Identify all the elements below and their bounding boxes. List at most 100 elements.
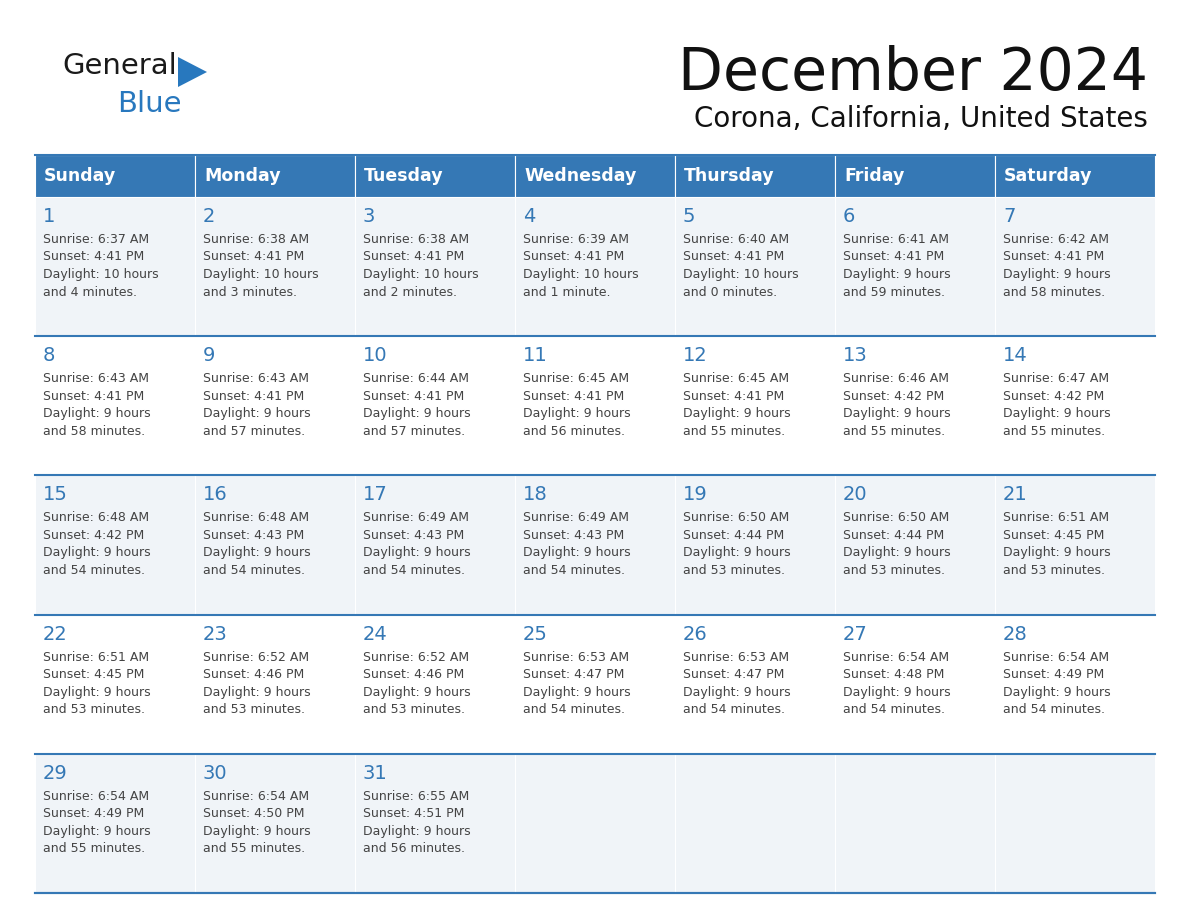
Text: 23: 23 <box>203 624 228 644</box>
Text: Sunrise: 6:46 AM: Sunrise: 6:46 AM <box>843 372 949 386</box>
Text: 26: 26 <box>683 624 708 644</box>
Text: and 53 minutes.: and 53 minutes. <box>1003 564 1105 577</box>
Text: Sunrise: 6:51 AM: Sunrise: 6:51 AM <box>1003 511 1110 524</box>
Text: and 53 minutes.: and 53 minutes. <box>364 703 465 716</box>
Text: and 58 minutes.: and 58 minutes. <box>43 425 145 438</box>
Text: and 54 minutes.: and 54 minutes. <box>43 564 145 577</box>
Bar <box>996 155 1155 197</box>
Text: Sunrise: 6:54 AM: Sunrise: 6:54 AM <box>43 789 150 803</box>
Text: Daylight: 9 hours: Daylight: 9 hours <box>843 268 950 281</box>
Polygon shape <box>178 57 207 87</box>
Text: and 2 minutes.: and 2 minutes. <box>364 285 457 298</box>
Text: Sunrise: 6:54 AM: Sunrise: 6:54 AM <box>843 651 949 664</box>
Text: Sunset: 4:41 PM: Sunset: 4:41 PM <box>523 251 624 263</box>
Text: Sunset: 4:47 PM: Sunset: 4:47 PM <box>523 668 625 681</box>
Bar <box>195 336 355 476</box>
Text: Sunset: 4:50 PM: Sunset: 4:50 PM <box>203 807 304 821</box>
Bar <box>516 197 675 336</box>
Text: Daylight: 9 hours: Daylight: 9 hours <box>43 824 151 838</box>
Text: 16: 16 <box>203 486 228 504</box>
Bar <box>996 336 1155 476</box>
Bar <box>355 476 516 614</box>
Text: Daylight: 9 hours: Daylight: 9 hours <box>843 408 950 420</box>
Text: Sunrise: 6:43 AM: Sunrise: 6:43 AM <box>203 372 309 386</box>
Text: 1: 1 <box>43 207 56 226</box>
Text: and 54 minutes.: and 54 minutes. <box>523 564 625 577</box>
Bar <box>355 336 516 476</box>
Text: 22: 22 <box>43 624 68 644</box>
Bar <box>195 614 355 754</box>
Text: Sunrise: 6:49 AM: Sunrise: 6:49 AM <box>364 511 469 524</box>
Text: Daylight: 9 hours: Daylight: 9 hours <box>364 546 470 559</box>
Text: Daylight: 9 hours: Daylight: 9 hours <box>523 408 631 420</box>
Text: Sunrise: 6:53 AM: Sunrise: 6:53 AM <box>523 651 630 664</box>
Text: 27: 27 <box>843 624 867 644</box>
Text: Daylight: 9 hours: Daylight: 9 hours <box>1003 408 1111 420</box>
Bar <box>996 476 1155 614</box>
Text: Sunrise: 6:50 AM: Sunrise: 6:50 AM <box>843 511 949 524</box>
Bar <box>355 197 516 336</box>
Text: 12: 12 <box>683 346 708 365</box>
Text: Friday: Friday <box>843 167 904 185</box>
Text: Tuesday: Tuesday <box>364 167 443 185</box>
Text: Sunday: Sunday <box>44 167 116 185</box>
Text: Sunset: 4:44 PM: Sunset: 4:44 PM <box>843 529 944 542</box>
Text: and 1 minute.: and 1 minute. <box>523 285 611 298</box>
Text: 11: 11 <box>523 346 548 365</box>
Text: Sunset: 4:41 PM: Sunset: 4:41 PM <box>43 251 144 263</box>
Text: 21: 21 <box>1003 486 1028 504</box>
Text: and 54 minutes.: and 54 minutes. <box>364 564 465 577</box>
Bar <box>34 155 195 197</box>
Text: and 57 minutes.: and 57 minutes. <box>364 425 466 438</box>
Text: Sunrise: 6:52 AM: Sunrise: 6:52 AM <box>203 651 309 664</box>
Bar <box>516 476 675 614</box>
Bar <box>516 754 675 893</box>
Text: 20: 20 <box>843 486 867 504</box>
Text: 13: 13 <box>843 346 867 365</box>
Bar <box>996 614 1155 754</box>
Text: 24: 24 <box>364 624 387 644</box>
Text: Sunset: 4:48 PM: Sunset: 4:48 PM <box>843 668 944 681</box>
Bar <box>34 197 195 336</box>
Bar <box>675 476 835 614</box>
Text: 15: 15 <box>43 486 68 504</box>
Bar <box>195 476 355 614</box>
Text: 18: 18 <box>523 486 548 504</box>
Text: Thursday: Thursday <box>684 167 775 185</box>
Text: and 53 minutes.: and 53 minutes. <box>683 564 785 577</box>
Text: Sunrise: 6:43 AM: Sunrise: 6:43 AM <box>43 372 148 386</box>
Text: 25: 25 <box>523 624 548 644</box>
Text: Sunset: 4:49 PM: Sunset: 4:49 PM <box>43 807 144 821</box>
Text: Sunset: 4:41 PM: Sunset: 4:41 PM <box>203 251 304 263</box>
Text: Sunset: 4:41 PM: Sunset: 4:41 PM <box>1003 251 1105 263</box>
Text: Sunrise: 6:41 AM: Sunrise: 6:41 AM <box>843 233 949 246</box>
Text: 2: 2 <box>203 207 215 226</box>
Text: Daylight: 9 hours: Daylight: 9 hours <box>43 408 151 420</box>
Text: Sunrise: 6:54 AM: Sunrise: 6:54 AM <box>203 789 309 803</box>
Bar <box>675 197 835 336</box>
Text: and 55 minutes.: and 55 minutes. <box>1003 425 1105 438</box>
Text: and 58 minutes.: and 58 minutes. <box>1003 285 1105 298</box>
Text: Daylight: 9 hours: Daylight: 9 hours <box>683 546 791 559</box>
Text: Daylight: 9 hours: Daylight: 9 hours <box>203 824 310 838</box>
Text: Sunset: 4:41 PM: Sunset: 4:41 PM <box>364 251 465 263</box>
Text: Sunset: 4:45 PM: Sunset: 4:45 PM <box>43 668 145 681</box>
Text: Sunrise: 6:48 AM: Sunrise: 6:48 AM <box>203 511 309 524</box>
Text: and 54 minutes.: and 54 minutes. <box>203 564 305 577</box>
Text: and 3 minutes.: and 3 minutes. <box>203 285 297 298</box>
Bar <box>675 155 835 197</box>
Text: Daylight: 9 hours: Daylight: 9 hours <box>683 686 791 699</box>
Text: Daylight: 9 hours: Daylight: 9 hours <box>1003 268 1111 281</box>
Text: Sunset: 4:41 PM: Sunset: 4:41 PM <box>523 390 624 403</box>
Text: Sunrise: 6:40 AM: Sunrise: 6:40 AM <box>683 233 789 246</box>
Text: Sunset: 4:41 PM: Sunset: 4:41 PM <box>843 251 944 263</box>
Text: Daylight: 10 hours: Daylight: 10 hours <box>523 268 639 281</box>
Text: Sunset: 4:42 PM: Sunset: 4:42 PM <box>1003 390 1105 403</box>
Text: Sunrise: 6:48 AM: Sunrise: 6:48 AM <box>43 511 150 524</box>
Bar <box>34 754 195 893</box>
Text: and 56 minutes.: and 56 minutes. <box>523 425 625 438</box>
Text: 28: 28 <box>1003 624 1028 644</box>
Text: 5: 5 <box>683 207 695 226</box>
Text: Sunset: 4:43 PM: Sunset: 4:43 PM <box>364 529 465 542</box>
Text: Daylight: 9 hours: Daylight: 9 hours <box>1003 686 1111 699</box>
